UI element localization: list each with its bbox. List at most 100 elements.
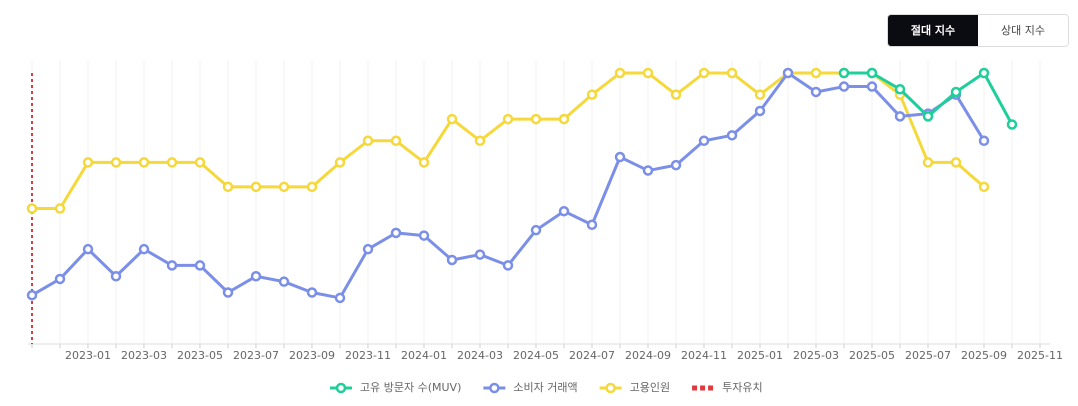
- data-point: [110, 271, 122, 282]
- data-point: [222, 287, 234, 298]
- legend-label: 고유 방문자 수(MUV): [360, 381, 461, 394]
- data-point: [138, 157, 150, 168]
- legend-label: 투자유치: [722, 381, 762, 394]
- data-point: [614, 67, 626, 79]
- data-point: [334, 292, 346, 304]
- legend-marker: [605, 382, 616, 394]
- data-point: [950, 157, 962, 168]
- x-tick-label: 2025-07: [905, 349, 951, 362]
- x-tick-label: 2023-03: [121, 349, 167, 362]
- data-point: [166, 157, 178, 168]
- data-point: [82, 157, 94, 168]
- data-point: [362, 135, 374, 146]
- data-point: [670, 159, 682, 171]
- data-point: [502, 113, 514, 125]
- data-point: [334, 157, 346, 168]
- data-point: [642, 67, 654, 79]
- data-point: [586, 89, 598, 100]
- data-point: [1006, 119, 1018, 130]
- data-point: [978, 135, 990, 146]
- data-point: [418, 157, 430, 168]
- data-point: [278, 276, 290, 287]
- x-tick-label: 2023-01: [65, 349, 111, 362]
- x-tick-label: 2023-09: [289, 349, 335, 362]
- data-point: [474, 249, 486, 260]
- data-point: [838, 81, 850, 92]
- data-point: [26, 289, 38, 301]
- data-point: [194, 260, 206, 271]
- data-point: [446, 113, 458, 125]
- data-point: [362, 243, 374, 255]
- x-tick-label: 2023-05: [177, 349, 223, 362]
- data-point: [278, 181, 290, 193]
- legend-item: 고용인원: [599, 381, 670, 394]
- data-point: [474, 135, 486, 146]
- data-point: [418, 230, 430, 241]
- x-tick-label: 2025-05: [849, 349, 895, 362]
- x-tick-label: 2025-01: [737, 349, 783, 362]
- data-point: [726, 130, 738, 141]
- legend-marker: [335, 382, 347, 394]
- data-point: [194, 157, 206, 168]
- data-point: [894, 111, 906, 122]
- data-point: [866, 81, 878, 92]
- data-point: [670, 89, 682, 100]
- toggle-option[interactable]: 상대 지수: [978, 15, 1068, 46]
- data-point: [614, 151, 626, 163]
- data-point: [26, 203, 38, 214]
- data-point: [222, 181, 234, 193]
- x-tick-label: 2025-09: [961, 349, 1007, 362]
- data-point: [950, 86, 962, 98]
- x-tick-label: 2024-11: [681, 349, 727, 362]
- x-tick-label: 2023-07: [233, 349, 279, 362]
- data-point: [502, 260, 514, 271]
- index-toggle: 절대 지수 상대 지수: [887, 14, 1069, 47]
- data-point: [810, 67, 822, 79]
- data-point: [250, 181, 262, 193]
- data-point: [922, 157, 934, 168]
- x-tick-label: 2024-01: [401, 349, 447, 362]
- x-tick-label: 2024-09: [625, 349, 671, 362]
- data-point: [138, 243, 150, 255]
- data-point: [82, 243, 94, 255]
- data-point: [838, 67, 850, 79]
- data-point: [250, 271, 262, 282]
- data-point: [698, 135, 710, 146]
- data-point: [866, 67, 878, 79]
- x-tick-label: 2025-03: [793, 349, 839, 362]
- data-point: [54, 203, 66, 214]
- data-point: [54, 273, 66, 285]
- data-point: [894, 84, 906, 95]
- x-tick-label: 2024-07: [569, 349, 615, 362]
- data-point: [978, 67, 990, 79]
- data-point: [558, 113, 570, 125]
- data-point: [390, 227, 402, 239]
- data-point: [782, 67, 794, 79]
- data-point: [978, 181, 990, 193]
- data-point: [698, 67, 710, 79]
- toggle-option[interactable]: 절대 지수: [888, 15, 978, 46]
- data-point: [558, 205, 570, 217]
- x-tick-label: 2025-11: [1017, 349, 1063, 362]
- data-point: [110, 157, 122, 168]
- data-point: [754, 89, 766, 100]
- x-tick-label: 2023-11: [345, 349, 391, 362]
- data-point: [810, 86, 822, 98]
- data-point: [530, 113, 542, 125]
- data-point: [390, 135, 402, 146]
- x-tick-label: 2024-03: [457, 349, 503, 362]
- data-point: [586, 219, 598, 231]
- data-point: [306, 287, 318, 298]
- legend-item: 고유 방문자 수(MUV): [330, 381, 461, 394]
- data-point: [754, 105, 766, 117]
- data-point: [922, 111, 934, 122]
- legend-marker: [489, 382, 500, 394]
- legend-label: 소비자 거래액: [513, 381, 577, 394]
- x-tick-label: 2024-05: [513, 349, 559, 362]
- data-point: [642, 165, 654, 176]
- legend-label: 고용인원: [630, 381, 670, 394]
- data-point: [166, 260, 178, 271]
- data-point: [306, 181, 318, 193]
